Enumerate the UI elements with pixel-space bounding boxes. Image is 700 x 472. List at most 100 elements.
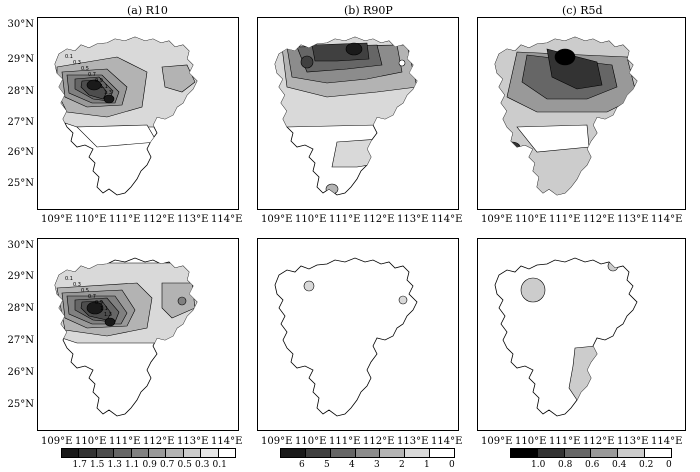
lon-label: 112°E: [363, 436, 395, 447]
lon-label: 109°E: [261, 214, 293, 225]
colorbar-swatch: [380, 449, 406, 457]
colorbar-swatch: [511, 449, 538, 457]
lon-label: 113°E: [617, 214, 649, 225]
colorbar-label: 1: [424, 460, 430, 470]
lon-label: 112°E: [143, 214, 175, 225]
lon-label: 111°E: [329, 436, 361, 447]
lon-label: 112°E: [583, 436, 615, 447]
colorbar-swatch: [564, 449, 592, 457]
colorbar-label: 2: [399, 460, 405, 470]
lon-label: 113°E: [397, 214, 429, 225]
contour-label: 1.1: [100, 306, 108, 312]
lon-label: 114°E: [211, 436, 243, 447]
lon-label: 111°E: [549, 214, 581, 225]
lat-label: 25°N: [7, 178, 34, 189]
colorbar-label: 0: [666, 460, 672, 470]
lat-label: 28°N: [7, 303, 34, 314]
contour-label: 0.3: [73, 60, 81, 66]
colorbar-b: [280, 448, 455, 458]
colorbar-label: 0.6: [585, 460, 600, 470]
colorbar-label: 5: [324, 460, 330, 470]
lon-label: 113°E: [397, 436, 429, 447]
colorbar-swatch: [79, 449, 97, 457]
lon-label: 111°E: [329, 214, 361, 225]
lon-label: 110°E: [295, 436, 327, 447]
lon-label: 112°E: [583, 214, 615, 225]
map-c-top: [494, 36, 638, 196]
lat-label: 30°N: [7, 240, 34, 251]
colorbar-swatch: [618, 449, 646, 457]
lon-label: 110°E: [295, 214, 327, 225]
colorbar-label: 1.7: [72, 460, 87, 470]
lon-label: 110°E: [75, 436, 107, 447]
colorbar-swatch: [201, 449, 219, 457]
colorbar-swatch: [62, 449, 80, 457]
lon-label: 112°E: [363, 214, 395, 225]
colorbar-label: 0.4: [612, 460, 627, 470]
lon-label: 111°E: [549, 436, 581, 447]
colorbar-label: 1.0: [531, 460, 546, 470]
colorbar-swatch: [591, 449, 619, 457]
colorbar-swatch: [430, 449, 455, 457]
lon-label: 109°E: [481, 214, 513, 225]
colorbar-swatch: [114, 449, 132, 457]
lon-label: 109°E: [261, 436, 293, 447]
panel-title-b: (b) R90P: [344, 4, 393, 17]
colorbar-c: [510, 448, 672, 458]
map-c-bottom: [494, 257, 638, 417]
map-a-top: [54, 36, 198, 196]
lon-label: 113°E: [177, 436, 209, 447]
panel-title-c: (c) R5d: [562, 4, 603, 17]
contour-label: 0.9: [95, 300, 103, 306]
contour-label: 0.5: [81, 66, 89, 72]
colorbar-swatch: [218, 449, 236, 457]
lon-label: 114°E: [211, 214, 243, 225]
colorbar-label: 0.5: [177, 460, 192, 470]
lon-label: 110°E: [75, 214, 107, 225]
colorbar-label: 0.3: [195, 460, 210, 470]
map-b-bottom: [274, 257, 418, 417]
colorbar-label: 0.2: [639, 460, 654, 470]
lat-label: 26°N: [7, 367, 34, 378]
lat-label: 29°N: [7, 54, 34, 65]
lon-label: 109°E: [41, 436, 73, 447]
lon-label: 113°E: [177, 214, 209, 225]
colorbar-a: [61, 448, 236, 458]
colorbar-swatch: [355, 449, 381, 457]
lon-label: 114°E: [431, 214, 463, 225]
contour-label: 1.3: [104, 90, 112, 96]
colorbar-label: 1.5: [90, 460, 105, 470]
contour-label: 0.5: [81, 288, 89, 294]
lon-label: 111°E: [109, 214, 141, 225]
lon-label: 110°E: [515, 214, 547, 225]
colorbar-swatch: [149, 449, 167, 457]
contour-label: 0.1: [65, 276, 73, 282]
colorbar-swatch: [131, 449, 150, 457]
colorbar-label: 0.1: [212, 460, 227, 470]
contour-label: 0.3: [73, 282, 81, 288]
contour-label: 0.1: [65, 54, 73, 60]
colorbar-swatch: [183, 449, 202, 457]
colorbar-label: 6: [299, 460, 305, 470]
lon-label: 110°E: [515, 436, 547, 447]
panel-title-a: (a) R10: [127, 4, 168, 17]
lon-label: 114°E: [651, 214, 683, 225]
colorbar-label: 0.7: [160, 460, 175, 470]
lon-label: 112°E: [143, 436, 175, 447]
lat-label: 25°N: [7, 399, 34, 410]
lon-label: 113°E: [617, 436, 649, 447]
lon-label: 109°E: [481, 436, 513, 447]
lon-label: 109°E: [41, 214, 73, 225]
colorbar-label: 1.1: [125, 460, 140, 470]
contour-label: 0.7: [88, 294, 96, 300]
lon-label: 114°E: [431, 436, 463, 447]
colorbar-swatch: [96, 449, 115, 457]
contour-label: 0.9: [95, 78, 103, 84]
lat-label: 28°N: [7, 86, 34, 97]
lat-label: 30°N: [7, 19, 34, 30]
colorbar-label: 1.3: [107, 460, 122, 470]
map-a-bottom: [54, 257, 198, 417]
colorbar-swatch: [281, 449, 306, 457]
lat-label: 27°N: [7, 335, 34, 346]
